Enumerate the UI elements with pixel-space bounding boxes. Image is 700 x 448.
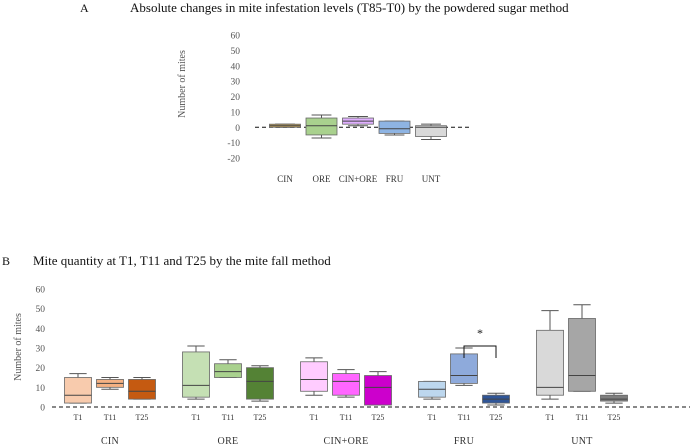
panel-a-ylabel: Number of mites — [177, 50, 188, 118]
panel-b-time-label: T1 — [74, 413, 83, 422]
panel-b-ytick-label: 30 — [36, 345, 46, 355]
panel-b-time-label: T1 — [546, 413, 555, 422]
panel-b-ytick-label: 40 — [36, 325, 46, 335]
panel-b-group-label: FRU — [454, 436, 475, 447]
panel-b-box-fru-t11-box — [450, 353, 478, 384]
panel-b-ytick-label: 50 — [36, 305, 46, 315]
panel-b-ytick-label: 20 — [36, 364, 46, 374]
panel-b-box-cin-ore-t25-box — [364, 375, 392, 406]
panel-b-time-label: T11 — [576, 413, 589, 422]
panel-b-time-label: T25 — [608, 413, 621, 422]
panel-a-ytick-label: 30 — [231, 78, 241, 88]
panel-b-letter: B — [2, 254, 10, 268]
panel-b-time-label: T1 — [428, 413, 437, 422]
panel-b-ytick-label: 60 — [36, 286, 46, 296]
panel-b-significance-bracket — [463, 345, 497, 358]
panel-b-ylabel: Number of mites — [13, 313, 24, 381]
panel-a-ytick-label: 40 — [231, 62, 241, 72]
panel-a-category-label: FRU — [386, 174, 404, 184]
panel-a-category-label: ORE — [313, 174, 332, 184]
panel-b-group-label: ORE — [218, 436, 239, 447]
panel-a-ytick-label: 50 — [231, 47, 241, 57]
panel-b-time-label: T11 — [340, 413, 353, 422]
panel-a-ytick-label: -10 — [227, 139, 240, 149]
panel-a-ytick-label: 20 — [231, 93, 241, 103]
panel-a-ytick-label: 0 — [235, 124, 240, 134]
panel-b-significance-label: * — [477, 326, 483, 340]
panel-a-category-label: UNT — [422, 174, 441, 184]
panel-b-title: Mite quantity at T1, T11 and T25 by the … — [33, 253, 331, 268]
panel-b-box-ore-t25-box — [246, 367, 274, 400]
panel-b-time-label: T25 — [254, 413, 267, 422]
panel-a-box-unt-box — [415, 125, 447, 137]
panel-b-box-unt-t11-box — [568, 318, 596, 392]
panel-b-time-label: T25 — [490, 413, 503, 422]
panel-a-category-label: CIN — [277, 174, 293, 184]
panel-b-plot: 0 10 20 30 40 50 60 T1 T11 T25 CIN T1 T11 T25 ORE T1 T11… — [36, 286, 690, 447]
panel-a-ytick-label: 10 — [231, 108, 241, 118]
panel-b-ytick-label: 0 — [40, 404, 45, 414]
panel-b-box-cin-t1-box — [64, 377, 92, 404]
panel-a-box-ore-box — [305, 117, 338, 136]
panel-b-group-label: CIN — [101, 436, 119, 447]
panel-b-time-label: T25 — [372, 413, 385, 422]
panel-a-title: Absolute changes in mite infestation lev… — [130, 0, 569, 15]
panel-a-ytick-label: -20 — [227, 155, 240, 165]
panel-b-box-unt-t25-box — [600, 394, 628, 402]
panel-b-box-cin-ore-t1-box — [300, 361, 328, 392]
panel-b-group-label: CIN+ORE — [324, 436, 369, 447]
panel-a-box-fru-box — [378, 120, 411, 134]
panel-b-ytick-label: 10 — [36, 384, 46, 394]
panel-b-box-cin-ore-t11-box — [332, 373, 360, 396]
panel-b-time-label: T11 — [104, 413, 117, 422]
panel-b-box-ore-t11-box — [214, 363, 242, 378]
panel-b-time-label: T1 — [192, 413, 201, 422]
panel-b-box-cin-t25-box — [128, 379, 156, 400]
panel-b-time-label: T11 — [458, 413, 471, 422]
panel-b-group-label: UNT — [571, 436, 592, 447]
panel-a-letter: A — [80, 1, 89, 15]
panel-b-time-label: T25 — [136, 413, 149, 422]
panel-b-box-ore-t1-box — [182, 351, 210, 398]
panel-b-box-unt-t1-box — [536, 329, 564, 396]
panel-b-time-label: T11 — [222, 413, 235, 422]
panel-a-plot: -20 -10 0 10 20 30 40 50 60 CIN ORE CIN+ORE FRU UNT — [227, 32, 470, 184]
panel-b-time-label: T1 — [310, 413, 319, 422]
panel-a-category-label: CIN+ORE — [339, 174, 378, 184]
panel-a-ytick-label: 60 — [231, 32, 241, 42]
